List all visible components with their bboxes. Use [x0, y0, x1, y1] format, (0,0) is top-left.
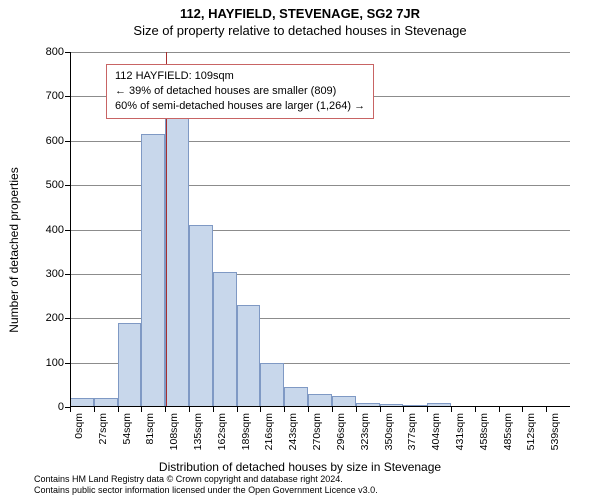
x-tick-label: 350sqm — [383, 413, 395, 450]
x-tick-mark — [165, 407, 166, 412]
x-tick-mark — [427, 407, 428, 412]
bar — [308, 394, 332, 407]
x-tick-label: 189sqm — [240, 413, 252, 450]
legend-box: 112 HAYFIELD: 109sqm ← 39% of detached h… — [106, 64, 374, 119]
y-tick-mark — [65, 274, 70, 275]
x-tick-label: 54sqm — [121, 413, 133, 445]
x-tick-mark — [522, 407, 523, 412]
x-tick-label: 485sqm — [502, 413, 514, 450]
y-tick-label: 600 — [46, 135, 64, 147]
x-tick-label: 270sqm — [311, 413, 323, 450]
x-tick-mark — [308, 407, 309, 412]
y-tick-label: 200 — [46, 312, 64, 324]
legend-line-2: ← 39% of detached houses are smaller (80… — [115, 84, 365, 99]
y-tick-mark — [65, 52, 70, 53]
x-tick-label: 27sqm — [97, 413, 109, 445]
x-tick-label: 458sqm — [478, 413, 490, 450]
y-tick-label: 100 — [46, 357, 64, 369]
legend-line-1: 112 HAYFIELD: 109sqm — [115, 69, 365, 84]
x-tick-label: 512sqm — [525, 413, 537, 450]
bar — [213, 272, 237, 407]
y-tick-label: 800 — [46, 46, 64, 58]
page-subtitle: Size of property relative to detached ho… — [0, 21, 600, 38]
x-tick-mark — [499, 407, 500, 412]
x-tick-mark — [213, 407, 214, 412]
x-axis-line — [70, 406, 570, 407]
x-tick-mark — [189, 407, 190, 412]
y-tick-mark — [65, 318, 70, 319]
y-tick-label: 500 — [46, 179, 64, 191]
x-tick-label: 0sqm — [73, 413, 85, 439]
y-tick-mark — [65, 230, 70, 231]
x-tick-label: 243sqm — [287, 413, 299, 450]
x-tick-label: 377sqm — [406, 413, 418, 450]
x-tick-label: 81sqm — [144, 413, 156, 445]
y-tick-label: 300 — [46, 268, 64, 280]
x-tick-label: 296sqm — [335, 413, 347, 450]
bar — [284, 387, 308, 407]
x-tick-mark — [284, 407, 285, 412]
x-tick-mark — [94, 407, 95, 412]
x-tick-label: 135sqm — [192, 413, 204, 450]
x-tick-mark — [546, 407, 547, 412]
y-tick-mark — [65, 96, 70, 97]
x-axis-title: Distribution of detached houses by size … — [0, 460, 600, 474]
y-tick-mark — [65, 141, 70, 142]
y-tick-mark — [65, 363, 70, 364]
x-tick-mark — [451, 407, 452, 412]
page-title: 112, HAYFIELD, STEVENAGE, SG2 7JR — [0, 0, 600, 21]
x-tick-mark — [403, 407, 404, 412]
legend-line-3: 60% of semi-detached houses are larger (… — [115, 99, 365, 114]
x-tick-label: 431sqm — [454, 413, 466, 450]
y-axis-title: Number of detached properties — [7, 167, 21, 332]
x-tick-mark — [356, 407, 357, 412]
x-tick-label: 539sqm — [549, 413, 561, 450]
bar — [118, 323, 142, 407]
x-tick-label: 162sqm — [216, 413, 228, 450]
bar — [260, 363, 284, 407]
footer: Contains HM Land Registry data © Crown c… — [34, 474, 378, 496]
x-tick-mark — [141, 407, 142, 412]
footer-line-2: Contains public sector information licen… — [34, 485, 378, 496]
bar — [189, 225, 213, 407]
chart-container: 112, HAYFIELD, STEVENAGE, SG2 7JR Size o… — [0, 0, 600, 500]
y-tick-label: 400 — [46, 224, 64, 236]
footer-line-1: Contains HM Land Registry data © Crown c… — [34, 474, 378, 485]
bar — [141, 134, 165, 407]
plot-area: 0100200300400500600700800 0sqm27sqm54sqm… — [70, 52, 570, 407]
x-tick-mark — [380, 407, 381, 412]
y-tick-mark — [65, 185, 70, 186]
x-tick-mark — [118, 407, 119, 412]
y-tick-label: 700 — [46, 90, 64, 102]
y-tick-label: 0 — [58, 401, 64, 413]
x-tick-mark — [475, 407, 476, 412]
x-tick-label: 323sqm — [359, 413, 371, 450]
y-axis-line — [70, 52, 71, 407]
x-tick-mark — [332, 407, 333, 412]
x-tick-label: 108sqm — [168, 413, 180, 450]
x-tick-label: 216sqm — [263, 413, 275, 450]
x-tick-mark — [237, 407, 238, 412]
bar — [165, 110, 189, 407]
bar — [237, 305, 261, 407]
x-tick-mark — [70, 407, 71, 412]
x-tick-label: 404sqm — [430, 413, 442, 450]
x-tick-mark — [260, 407, 261, 412]
